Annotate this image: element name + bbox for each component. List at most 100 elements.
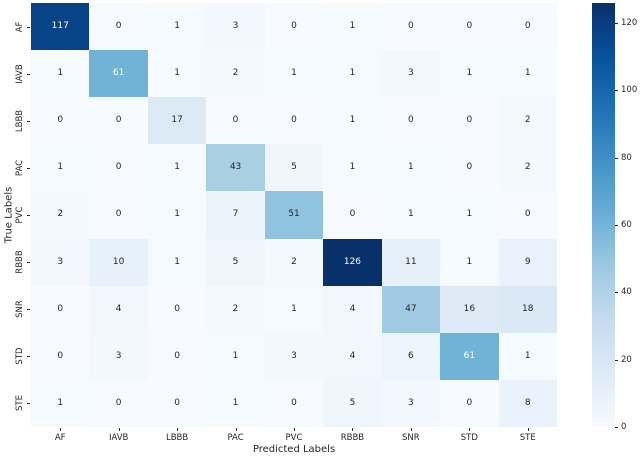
heatmap-cell: 3	[264, 332, 324, 380]
heatmap-cell: 0	[31, 332, 90, 380]
x-tick-label: PVC	[285, 433, 303, 443]
heatmap-cell: 0	[206, 97, 265, 145]
heatmap-cell: 0	[89, 144, 148, 192]
x-tick-mark	[118, 428, 120, 431]
heatmap-cell: 6	[381, 332, 441, 380]
heatmap-cell: 1	[498, 50, 557, 98]
heatmap-cell: 0	[440, 3, 499, 51]
heatmap-cell: 8	[498, 379, 557, 427]
heatmap-cell: 4	[89, 285, 148, 333]
heatmap-cell: 0	[89, 191, 148, 239]
heatmap-cell: 2	[206, 50, 265, 98]
heatmap-cell: 0	[381, 97, 441, 145]
heatmap-cell: 1	[323, 144, 382, 192]
x-tick-label: STD	[460, 433, 478, 443]
heatmap-cell: 0	[31, 97, 90, 145]
x-tick-label: STE	[519, 433, 536, 443]
heatmap-cell: 7	[206, 191, 265, 239]
heatmap-cell: 51	[264, 191, 324, 239]
heatmap-cell: 1	[323, 3, 382, 51]
y-tick-label: AF	[15, 21, 25, 32]
heatmap-cell: 2	[206, 285, 265, 333]
y-tick-mark	[27, 262, 30, 264]
colorbar-tick-mark	[615, 90, 618, 92]
heatmap-cell: 1	[323, 50, 382, 98]
x-tick-mark	[177, 428, 179, 431]
y-tick-label: PVC	[15, 206, 25, 224]
colorbar-tick-mark	[615, 23, 618, 25]
heatmap-cell: 3	[381, 50, 441, 98]
colorbar-tick-mark	[615, 292, 618, 294]
heatmap-cell: 1	[147, 238, 207, 286]
heatmap-cell: 43	[206, 144, 265, 192]
colorbar-tick-mark	[615, 427, 618, 428]
heatmap-cell: 1	[206, 332, 265, 380]
heatmap-cell: 10	[89, 238, 148, 286]
x-tick-mark	[469, 428, 471, 431]
heatmap-cell: 3	[206, 3, 265, 51]
heatmap-cell: 4	[323, 332, 382, 380]
heatmap-cell: 5	[323, 379, 382, 427]
x-tick-mark	[294, 428, 295, 431]
colorbar-tick-label: 80	[621, 152, 632, 163]
x-tick-mark	[527, 428, 529, 431]
x-tick-label: PAC	[227, 433, 244, 443]
heatmap-cell: 1	[440, 238, 499, 286]
y-tick-label: PAC	[15, 159, 25, 176]
heatmap-cell: 1	[264, 50, 324, 98]
heatmap-cell: 3	[381, 379, 441, 427]
y-tick-label: RBBB	[15, 250, 25, 274]
heatmap-cell: 0	[498, 191, 557, 239]
heatmap-cell: 4	[323, 285, 382, 333]
heatmap-cell: 0	[323, 191, 382, 239]
colorbar-tick-mark	[615, 157, 618, 159]
heatmap-cell: 3	[31, 238, 90, 286]
heatmap-cell: 0	[381, 3, 441, 51]
colorbar-tick-label: 0	[621, 422, 627, 432]
heatmap-cell: 1	[147, 191, 207, 239]
heatmap-cell: 0	[440, 144, 499, 192]
heatmap-cell: 2	[31, 191, 90, 239]
heatmap-cell: 1	[381, 144, 441, 192]
heatmap-cell: 0	[440, 97, 499, 145]
heatmap-cell: 61	[89, 50, 148, 98]
heatmap-cell: 1	[31, 379, 90, 427]
heatmap-cell: 0	[264, 379, 324, 427]
heatmap-cell: 126	[323, 238, 382, 286]
y-tick-label: LBBB	[15, 109, 25, 132]
x-tick-mark	[60, 428, 62, 431]
heatmap-cell: 17	[147, 97, 207, 145]
y-tick-mark	[27, 403, 30, 405]
heatmap-cell: 61	[440, 332, 499, 380]
y-tick-label: STE	[15, 395, 25, 412]
y-tick-mark	[27, 26, 30, 28]
heatmap-cell: 16	[440, 285, 499, 333]
y-tick-mark	[27, 309, 30, 311]
heatmap-cell: 1	[440, 191, 499, 239]
y-tick-mark	[27, 120, 30, 122]
heatmap-cell: 1	[323, 97, 382, 145]
heatmap-cell: 5	[206, 238, 265, 286]
heatmap-cell: 5	[264, 144, 324, 192]
y-axis-label: True Labels	[3, 186, 15, 244]
heatmap-cell: 0	[498, 3, 557, 51]
colorbar	[592, 3, 615, 427]
x-tick-label: RBBB	[340, 433, 365, 443]
heatmap-cell: 9	[498, 238, 557, 286]
colorbar-tick-mark	[615, 359, 618, 361]
colorbar-tick-label: 60	[621, 220, 632, 231]
heatmap-cell: 0	[89, 3, 148, 51]
heatmap-grid: 117 0 1 3 0 1 0 0 0 1 61 1 2 1 1 3 1 1 0 0 17 0 0 1 0 0 2 1 0 1 43 5 1 1 0…	[31, 3, 557, 427]
y-tick-label: SNR	[15, 300, 25, 319]
heatmap-cell: 3	[89, 332, 148, 380]
y-tick-label: IAVB	[15, 63, 25, 84]
heatmap-cell: 2	[264, 238, 324, 286]
heatmap-cell: 1	[264, 285, 324, 333]
heatmap-cell: 1	[147, 144, 207, 192]
heatmap-cell: 47	[381, 285, 441, 333]
heatmap-cell: 0	[31, 285, 90, 333]
x-tick-label: AF	[54, 433, 66, 443]
colorbar-tick-label: 120	[621, 18, 638, 29]
y-tick-mark	[27, 73, 30, 75]
